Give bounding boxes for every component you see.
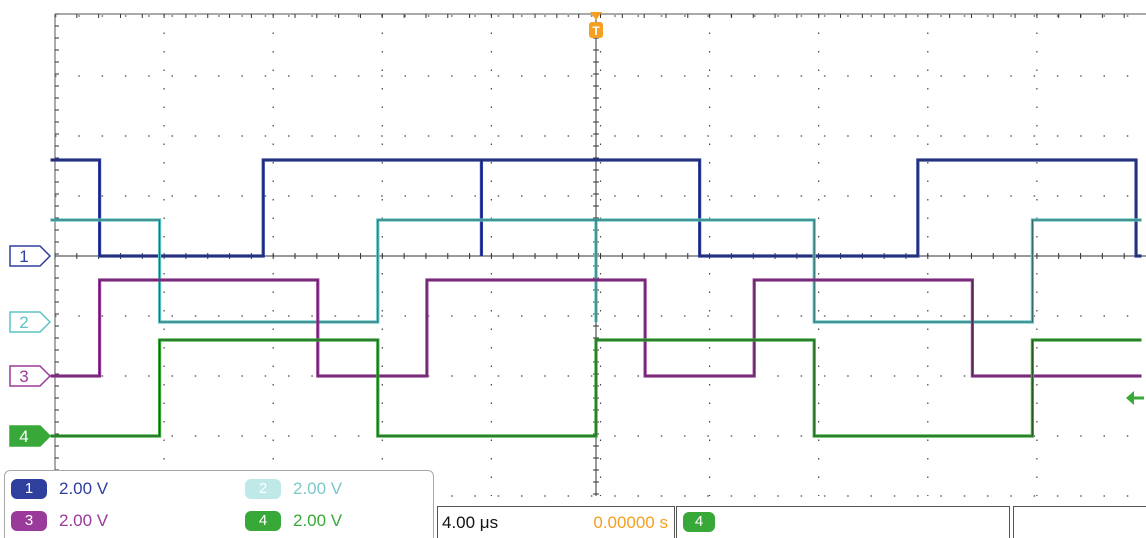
ch4-ground-marker[interactable]: 4: [9, 425, 52, 447]
trigger-marker-label: T: [592, 24, 600, 38]
ch3-scale: 2.00 V: [59, 511, 109, 530]
ch4-readout[interactable]: 4 2.00 V: [245, 511, 342, 531]
ch3-trace-edge: [50, 279, 1142, 377]
ch1-trace-edge: [50, 159, 1142, 257]
ch2-ground-marker[interactable]: 2: [9, 311, 52, 333]
ch2-scale: 2.00 V: [293, 479, 343, 498]
ch3-marker-label: 3: [19, 367, 28, 386]
timebase-value: 4.00 μs: [442, 513, 499, 532]
trigger-position-value: 0.00000 s: [593, 513, 668, 532]
trigger-level-marker[interactable]: [1126, 391, 1144, 405]
timebase-readout[interactable]: 4.00 μs 0.00000 s: [437, 506, 675, 538]
channel-scale-readout: 1 2.00 V 2 2.00 V 3 2.00 V 4 2.00 V: [4, 470, 434, 538]
ch4-marker-label: 4: [19, 427, 28, 446]
ch3-badge: 3: [11, 511, 47, 531]
ch2-trace-edge: [50, 219, 1142, 323]
trigger-readout[interactable]: 4: [676, 506, 1010, 538]
ch1-ground-marker[interactable]: 1: [9, 245, 52, 267]
trigger-source-badge: 4: [683, 512, 715, 532]
ch2-readout[interactable]: 2 2.00 V: [245, 479, 342, 499]
trigger-position-marker[interactable]: T: [589, 12, 603, 38]
ch1-marker-label: 1: [19, 247, 28, 266]
ch1-badge: 1: [11, 479, 47, 499]
ch3-ground-marker[interactable]: 3: [9, 365, 52, 387]
channel-markers: 1 2 3 4 T: [9, 12, 1144, 447]
ch4-badge: 4: [245, 511, 281, 531]
ch4-scale: 2.00 V: [293, 511, 343, 530]
waveform-traces: [50, 158, 1142, 438]
ch2-badge: 2: [245, 479, 281, 499]
ch2-marker-label: 2: [19, 313, 28, 332]
ch3-readout[interactable]: 3 2.00 V: [11, 511, 108, 531]
ch1-scale: 2.00 V: [59, 479, 109, 498]
ch1-readout[interactable]: 1 2.00 V: [11, 479, 108, 499]
ch4-trace-edge: [50, 339, 1142, 437]
trigger-level-readout[interactable]: [1013, 506, 1146, 538]
